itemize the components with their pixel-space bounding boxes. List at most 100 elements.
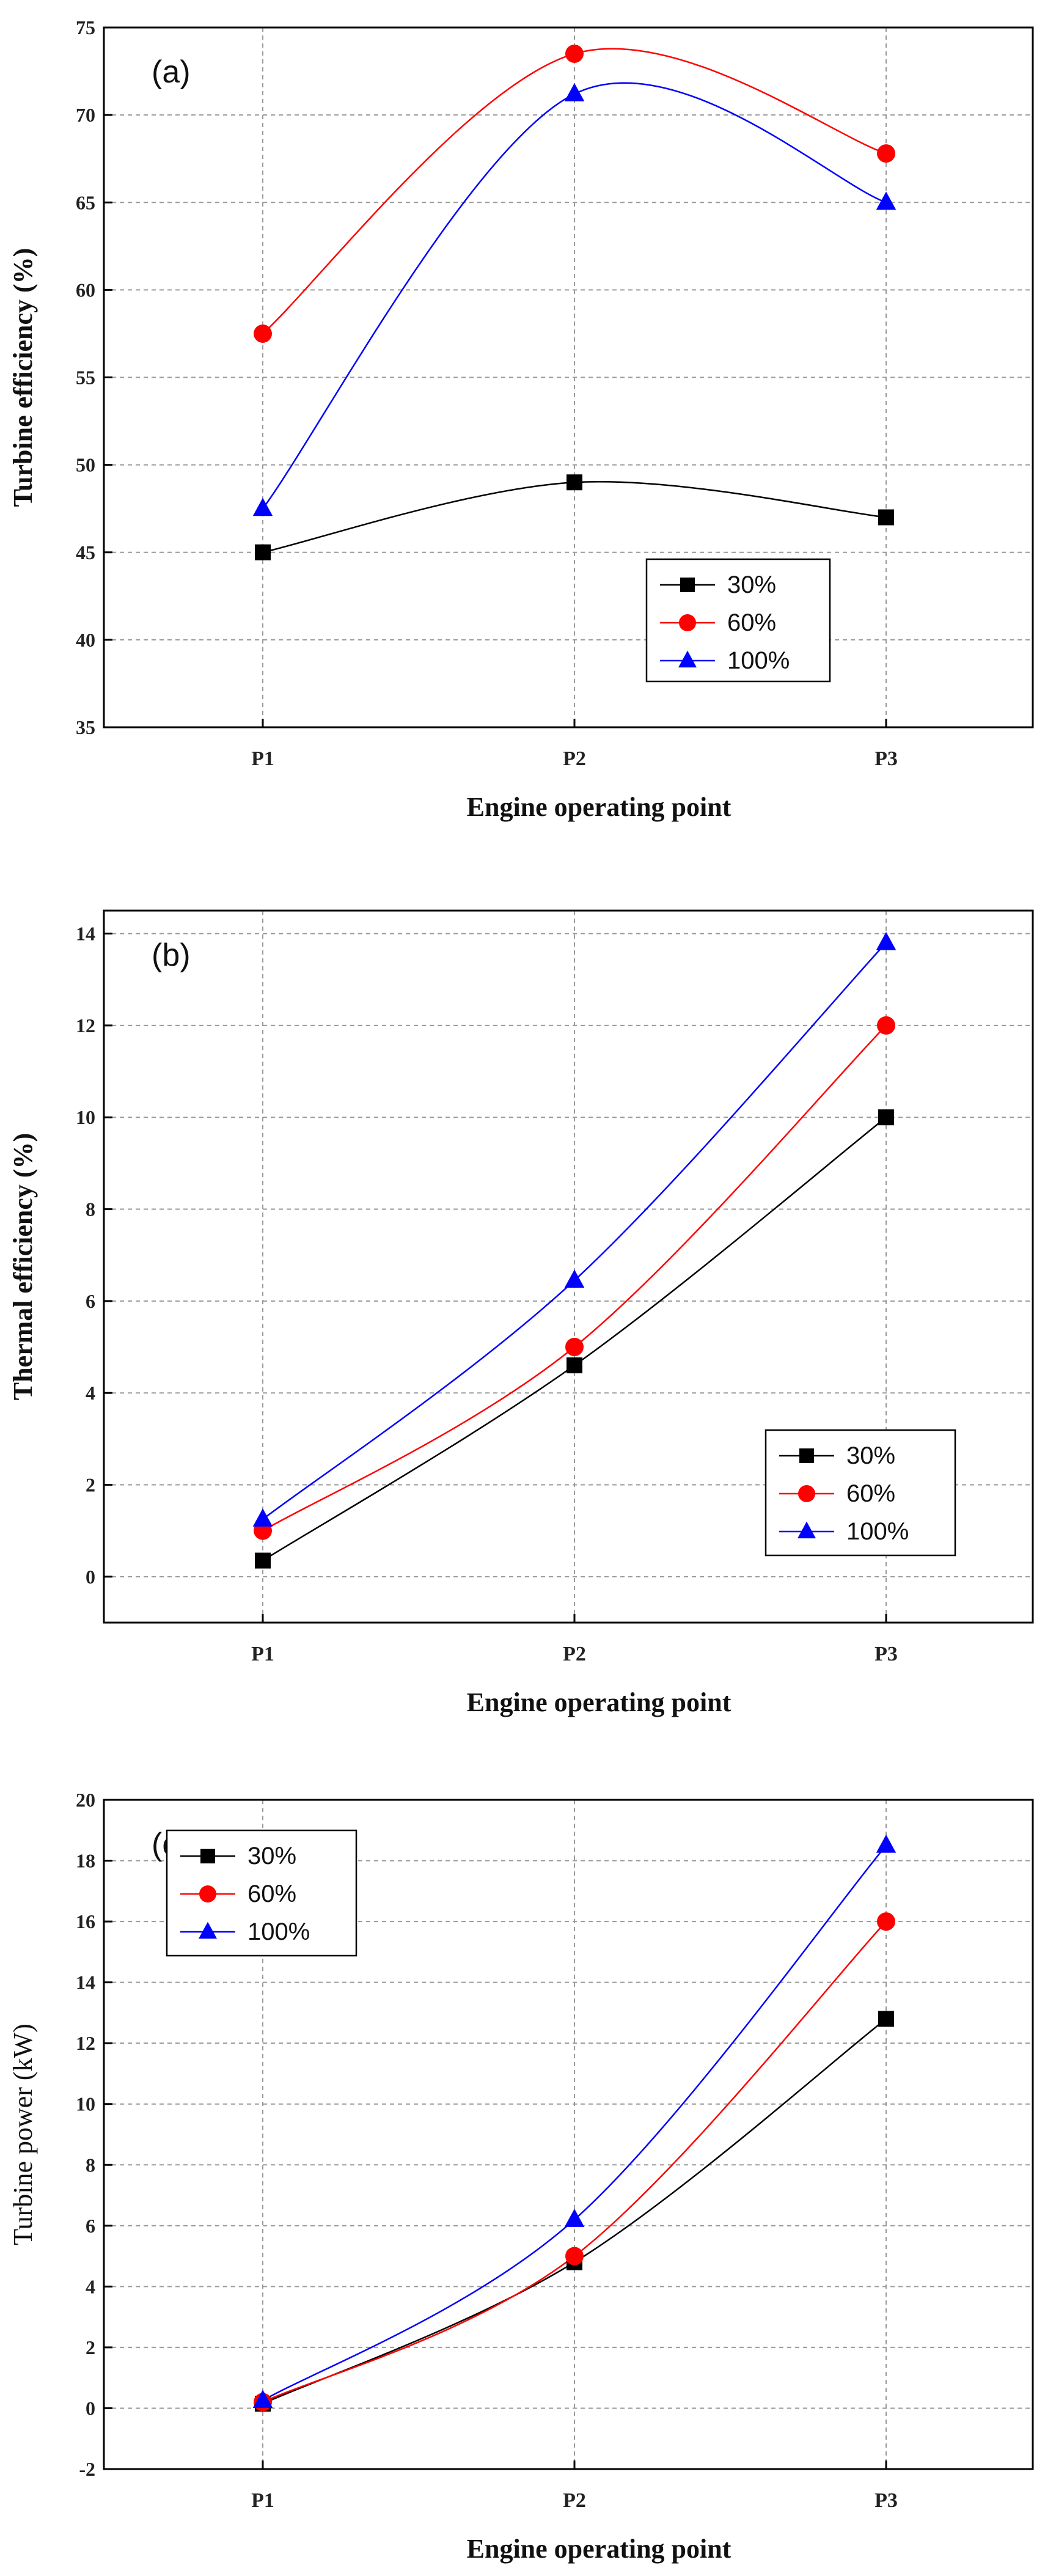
y-tick-label: 16 bbox=[76, 1910, 95, 1932]
y-tick-label: -2 bbox=[79, 2458, 95, 2480]
legend-marker-100pct bbox=[798, 1521, 816, 1539]
legend-marker-30pct bbox=[799, 1448, 814, 1463]
y-axis-label: Turbine power (kW) bbox=[8, 2024, 38, 2245]
y-tick-label: 14 bbox=[76, 923, 95, 945]
y-tick-label: 35 bbox=[76, 716, 95, 738]
data-point-30pct-P1 bbox=[255, 544, 271, 560]
legend-box bbox=[765, 1429, 956, 1557]
legend-marker-100pct bbox=[678, 650, 697, 668]
data-point-30pct-P3 bbox=[878, 1109, 894, 1126]
chart-panel-2: 0 2 4 6 8 10 12 14 P1 P2 P3 Engine operating point T… bbox=[8, 909, 1034, 1717]
y-tick-label: 0 bbox=[86, 2397, 95, 2419]
y-tick-label: 4 bbox=[86, 1382, 95, 1404]
x-tick-label: P2 bbox=[563, 2489, 586, 2512]
data-point-100pct-P3 bbox=[876, 931, 897, 950]
y-axis-label: Thermal efficiency (%) bbox=[8, 1133, 38, 1400]
y-tick-label: 0 bbox=[86, 1566, 95, 1588]
y-tick-label: 4 bbox=[86, 2275, 95, 2297]
legend-label-100pct: 100% bbox=[248, 1918, 310, 1945]
x-tick-label: P1 bbox=[251, 747, 274, 770]
plot-frame bbox=[103, 909, 1034, 1624]
legend-label-30pct: 30% bbox=[727, 571, 776, 598]
legend-label-100pct: 100% bbox=[727, 647, 790, 674]
legend-marker-100pct bbox=[199, 1921, 217, 1939]
data-point-100pct-P2 bbox=[564, 83, 585, 101]
data-point-60pct-P1 bbox=[254, 324, 272, 343]
x-tick-label: P1 bbox=[251, 1643, 274, 1665]
data-point-30pct-P2 bbox=[566, 474, 582, 491]
series-line-100pct bbox=[262, 1844, 887, 2402]
data-point-100pct-P1 bbox=[252, 1508, 273, 1527]
legend-label-60pct: 60% bbox=[846, 1480, 895, 1507]
y-tick-label: 70 bbox=[76, 104, 95, 126]
data-point-100pct-P2 bbox=[564, 2209, 585, 2227]
x-axis-label: Engine operating point bbox=[467, 792, 732, 822]
y-axis-label: Turbine efficiency (%) bbox=[8, 248, 38, 507]
legend: 30% 60% 100% bbox=[765, 1429, 956, 1557]
legend-marker-60pct bbox=[798, 1485, 815, 1502]
y-tick-label: 12 bbox=[76, 1015, 95, 1037]
panel-label: (b) bbox=[152, 938, 191, 973]
y-tick-label: 8 bbox=[86, 1198, 95, 1220]
data-point-30pct-P3 bbox=[878, 2011, 894, 2027]
data-point-30pct-P3 bbox=[878, 509, 894, 526]
data-point-60pct-P3 bbox=[877, 1016, 895, 1035]
legend: 30% 60% 100% bbox=[645, 558, 831, 683]
data-point-60pct-P2 bbox=[565, 44, 584, 63]
data-point-60pct-P2 bbox=[565, 1338, 584, 1357]
x-axis-label: Engine operating point bbox=[467, 2534, 732, 2564]
y-tick-label: 10 bbox=[76, 2093, 95, 2115]
x-tick-label: P3 bbox=[875, 1643, 898, 1665]
legend-marker-30pct bbox=[680, 578, 695, 592]
data-point-60pct-P3 bbox=[877, 1912, 895, 1931]
legend-box bbox=[166, 1829, 358, 1957]
plot-frame bbox=[103, 1799, 1034, 2470]
legend-marker-30pct bbox=[200, 1849, 215, 1863]
legend-label-30pct: 30% bbox=[846, 1442, 895, 1469]
data-point-30pct-P2 bbox=[566, 1357, 582, 1374]
data-point-100pct-P3 bbox=[876, 191, 897, 210]
y-tick-label: 40 bbox=[76, 629, 95, 651]
y-tick-label: 45 bbox=[76, 541, 95, 563]
data-point-30pct-P1 bbox=[255, 1552, 271, 1569]
y-tick-label: 20 bbox=[76, 1789, 95, 1811]
y-tick-label: 18 bbox=[76, 1850, 95, 1872]
y-tick-label: 6 bbox=[86, 2215, 95, 2237]
legend-label-60pct: 60% bbox=[248, 1881, 296, 1907]
x-tick-label: P2 bbox=[563, 747, 586, 770]
y-tick-label: 60 bbox=[76, 279, 95, 301]
data-point-100pct-P2 bbox=[564, 1269, 585, 1288]
x-tick-label: P2 bbox=[563, 1643, 586, 1665]
y-tick-label: 12 bbox=[76, 2032, 95, 2054]
legend-label-100pct: 100% bbox=[846, 1518, 909, 1545]
series-line-60pct bbox=[262, 1921, 887, 2403]
legend-label-60pct: 60% bbox=[727, 609, 776, 636]
y-tick-label: 10 bbox=[76, 1106, 95, 1128]
x-axis-label: Engine operating point bbox=[467, 1687, 732, 1717]
legend-label-30pct: 30% bbox=[248, 1843, 296, 1870]
legend-marker-60pct bbox=[199, 1885, 216, 1903]
series-line-100pct bbox=[262, 82, 887, 509]
data-point-100pct-P3 bbox=[876, 1834, 897, 1853]
x-tick-label: P3 bbox=[875, 747, 898, 770]
chart-panel-3: -2 0 2 4 6 8 10 12 14 16 18 20 P1 P2 P3 Engine operatin… bbox=[8, 1789, 1034, 2564]
legend-marker-60pct bbox=[679, 614, 696, 631]
y-tick-label: 2 bbox=[86, 1474, 95, 1496]
y-tick-label: 55 bbox=[76, 367, 95, 389]
y-tick-label: 50 bbox=[76, 454, 95, 476]
y-tick-label: 14 bbox=[76, 1972, 95, 1994]
x-tick-label: P1 bbox=[251, 2489, 274, 2512]
y-tick-label: 65 bbox=[76, 191, 95, 213]
data-point-100pct-P1 bbox=[252, 2390, 273, 2409]
y-tick-label: 2 bbox=[86, 2336, 95, 2358]
y-tick-label: 75 bbox=[76, 17, 95, 39]
data-point-100pct-P1 bbox=[252, 497, 273, 516]
x-tick-label: P3 bbox=[875, 2489, 898, 2512]
data-point-60pct-P2 bbox=[565, 2247, 584, 2266]
data-point-60pct-P3 bbox=[877, 144, 895, 163]
panel-label: (a) bbox=[152, 54, 191, 90]
chart-panel-1: 35 40 45 50 55 60 65 70 75 P1 P2 P3 Engine operating… bbox=[8, 17, 1034, 822]
y-tick-label: 8 bbox=[86, 2154, 95, 2176]
legend: 30% 60% 100% bbox=[166, 1829, 358, 1957]
